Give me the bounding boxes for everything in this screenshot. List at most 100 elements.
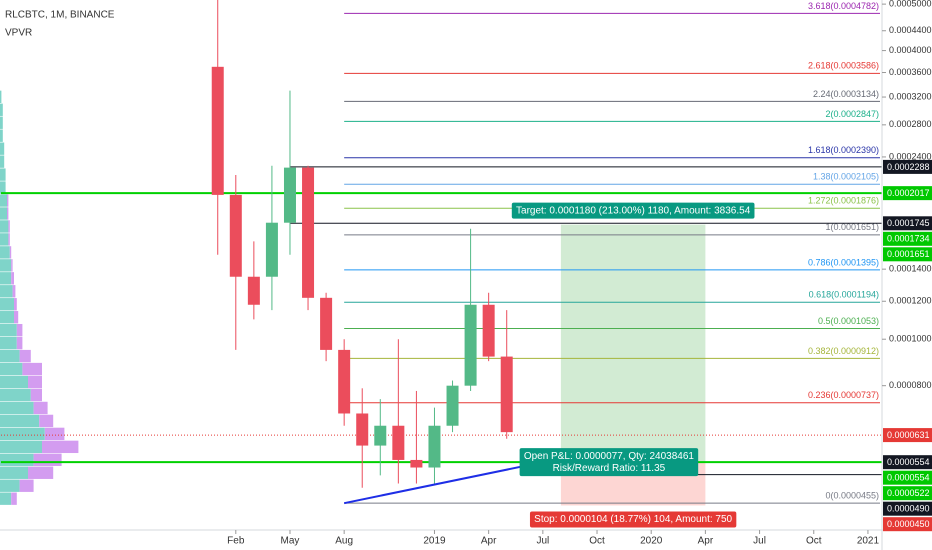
price-tag-label: 0.0000554	[887, 473, 930, 483]
vpvr-up	[0, 427, 45, 441]
vpvr-down	[19, 349, 31, 363]
vpvr-up	[0, 116, 3, 129]
vpvr-up	[0, 479, 20, 492]
vpvr-down	[19, 479, 34, 492]
vpvr-up	[0, 414, 40, 428]
vpvr-up	[0, 285, 13, 298]
stop-label-box	[529, 511, 737, 528]
vpvr-up	[0, 349, 20, 363]
candle-body	[428, 425, 441, 468]
price-tag-label: 0.0002017	[887, 188, 930, 198]
arrow	[343, 457, 545, 505]
vpvr-down	[7, 207, 9, 220]
vpvr-up	[0, 220, 9, 233]
price-tag-label: 0.0000490	[887, 504, 930, 514]
price-tag-label: 0.0000631	[887, 430, 930, 440]
vpvr-up	[0, 168, 6, 181]
x-tick-label: Apr	[698, 536, 714, 547]
vpvr-down	[16, 336, 23, 350]
vpvr-down	[8, 220, 10, 233]
price-tag-label: 0.0000522	[887, 488, 930, 498]
x-tick-label: 2020	[640, 536, 663, 547]
vpvr-up	[0, 336, 17, 350]
fib-label: 1.38(0.0002105)	[813, 172, 879, 182]
candle-body	[247, 276, 260, 305]
vpvr-down	[11, 272, 14, 285]
y-tick-label: 0.0005000	[889, 0, 932, 8]
price-tag	[883, 247, 932, 262]
vpvr-up	[0, 194, 7, 207]
candle-body	[320, 297, 333, 350]
vpvr-down	[33, 453, 62, 466]
vpvr-down	[14, 311, 19, 324]
price-tag	[883, 470, 932, 485]
price-tag	[883, 159, 932, 174]
fib-label: 1(0.0001651)	[825, 222, 879, 232]
x-tick-label: 2021	[857, 536, 880, 547]
candle-body	[374, 425, 387, 446]
price-tag	[883, 428, 932, 443]
fib-label: 0.5(0.0001053)	[818, 316, 879, 326]
fib-label: 0.236(0.0000737)	[808, 390, 879, 400]
candle-body	[229, 194, 242, 277]
vpvr-up	[0, 311, 14, 324]
y-tick-label: 0.0002800	[889, 119, 932, 129]
vpvr-up	[0, 375, 28, 389]
price-tag-label: 0.0002288	[887, 162, 930, 172]
vpvr-up	[0, 401, 34, 415]
vpvr-down	[28, 466, 54, 479]
x-tick-label: Oct	[806, 536, 822, 547]
price-tag	[883, 216, 932, 231]
fib-label: 2.24(0.0003134)	[813, 89, 879, 99]
candle-body	[500, 356, 513, 433]
vpvr-down	[22, 362, 42, 376]
fib-label: 0.618(0.0001194)	[809, 290, 879, 300]
price-tag	[883, 501, 932, 516]
y-tick-label: 0.0004000	[889, 45, 932, 55]
fib-label: 0.382(0.0000912)	[808, 346, 879, 356]
candle-body	[392, 425, 405, 460]
stop-label-text: Stop: 0.0000104 (18.77%) 104, Amount: 75…	[534, 514, 732, 525]
y-tick-label: 0.0002400	[889, 151, 932, 161]
price-tag-label: 0.0001734	[887, 234, 930, 244]
vpvr-down	[30, 388, 42, 402]
y-tick-label: 0.0001200	[889, 296, 932, 306]
axes: 0.0005000 0.0004400 0.0004000 0.0003600 0.00…	[227, 0, 931, 547]
vpvr-up	[0, 323, 17, 337]
vpvr-down	[8, 233, 10, 246]
vpvr-up	[0, 362, 23, 376]
candle-body	[283, 167, 296, 223]
x-tick-label: May	[281, 536, 300, 547]
vpvr-up	[0, 453, 34, 466]
vpvr-down	[14, 298, 17, 311]
y-tick-label: 0.0000800	[889, 380, 932, 390]
stop-label: Stop: 0.0000104 (18.77%) 104, Amount: 75…	[529, 511, 737, 528]
y-tick-label: 0.0001000	[889, 334, 932, 344]
vpvr-up	[0, 298, 14, 311]
y-tick-label: 0.0003600	[889, 67, 932, 77]
vpvr-down	[33, 401, 48, 415]
vpvr-down	[42, 440, 79, 454]
x-tick-label: Jul	[536, 536, 549, 547]
target-label-box	[511, 202, 755, 219]
candle-body	[356, 413, 369, 446]
vpvr-up	[0, 181, 6, 194]
vpvr-up	[0, 142, 5, 155]
vpvr-down	[11, 259, 13, 272]
vpvr-up	[0, 233, 9, 246]
vpvr-up	[0, 129, 3, 142]
vpvr-up	[0, 272, 12, 285]
candle-body	[464, 304, 477, 386]
price-tag-label: 0.0001745	[887, 218, 930, 228]
price-tag	[883, 455, 932, 470]
vpvr-down	[28, 375, 42, 389]
x-tick-label: 2019	[423, 536, 446, 547]
vpvr-up	[0, 259, 12, 272]
price-tag	[883, 486, 932, 501]
vpvr-up	[0, 440, 42, 454]
x-tick-label: Apr	[481, 536, 497, 547]
plot-area: 3.618(0.0004782) 2.618(0.0003586) 2.24(0.0…	[0, 0, 882, 506]
